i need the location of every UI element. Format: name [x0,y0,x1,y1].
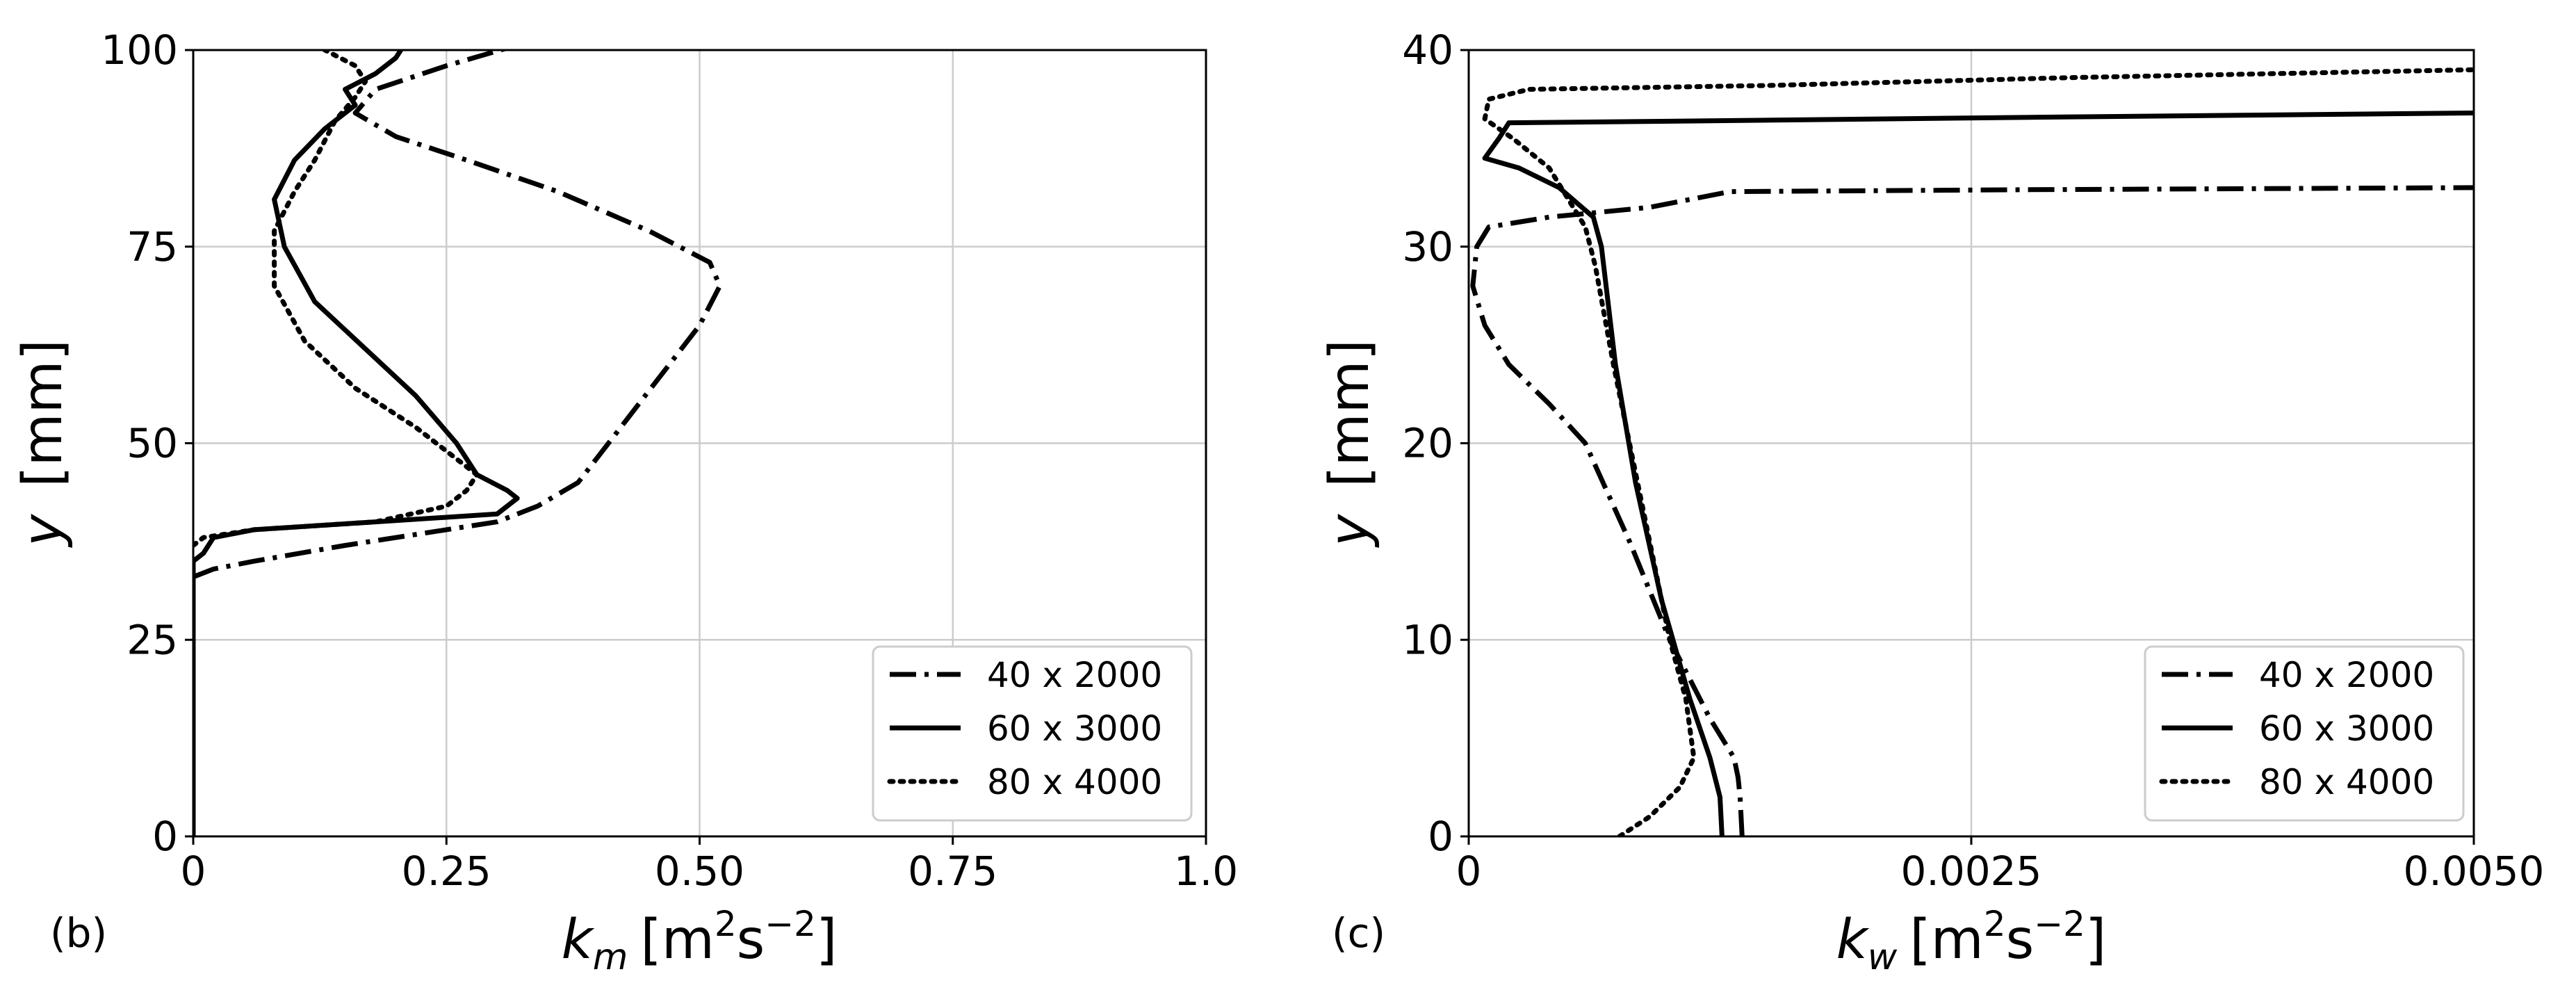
panel-c-xtick-label: 0.0025 [1901,848,2042,895]
panel-c-ytick-label: 0 [1428,813,1453,860]
panel-c-xtick-label: 0 [1456,848,1482,895]
panel-c-legend-label-1: 60 x 3000 [2259,708,2434,749]
panel-b-xticks: 0 0.25 0.50 0.75 1.0 [181,836,1238,895]
panel-c-xlabel: kw [m2s−2] [1836,904,2107,978]
panel-c-yticks: 0 10 20 30 40 [1402,26,1469,860]
panel-c-legend-label-2: 80 x 4000 [2259,762,2434,802]
panel-b-ylabel: y [mm] [12,339,74,548]
panel-b-legend: 40 x 2000 60 x 3000 80 x 4000 [872,645,1193,822]
panel-b-xtick-label: 0.75 [908,848,997,895]
panel-b-ytick-label: 50 [127,420,178,467]
panel-b: 0 0.25 0.50 0.75 1.0 0 25 50 75 100 y [mm] km [m2… [12,26,1238,978]
panel-c-series-line-1 [1482,111,2474,836]
panel-b-xtick-label: 0.25 [402,848,491,895]
panel-b-ytick-label: 0 [152,813,178,860]
panel-c-label: (c) [1332,909,1385,957]
panel-c-legend-box [2144,645,2465,822]
panel-b-xtick-label: 0.50 [655,848,744,895]
panel-c-legend-label-0: 40 x 2000 [2259,655,2434,695]
panel-b-xlabel: km [m2s−2] [562,904,838,978]
panel-b-series-line-0 [193,50,723,580]
panel-b-legend-label-1: 60 x 3000 [987,708,1162,749]
panel-b-xtick-label: 1.0 [1174,848,1238,895]
panel-b-label: (b) [50,909,107,957]
panel-c-ytick-label: 10 [1402,616,1453,663]
panel-c-series [1470,67,2474,836]
panel-c-ytick-label: 40 [1402,26,1453,74]
panel-b-series-line-1 [193,50,520,836]
panel-b-legend-box [872,645,1193,822]
panel-b-yticks: 0 25 50 75 100 [101,26,193,860]
panel-b-series-line-2 [193,50,480,548]
panel-b-ytick-label: 75 [127,223,178,270]
panel-c-ytick-label: 20 [1402,420,1453,467]
panel-b-ytick-label: 25 [127,616,178,663]
panel-b-legend-label-0: 40 x 2000 [987,655,1162,695]
panel-b-xtick-label: 0 [181,848,206,895]
panel-b-series [193,50,723,836]
panel-b-ytick-label: 100 [101,26,178,74]
panel-c-xticks: 0 0.0025 0.0050 [1456,836,2545,895]
panel-c: 0 0.0025 0.0050 0 10 20 30 40 y [mm] kw [m2s−2]… [1319,26,2544,978]
panel-c-series-line-2 [1482,67,2474,836]
panel-c-xtick-label: 0.0050 [2404,848,2545,895]
panel-c-series-line-0 [1470,185,2474,836]
panel-c-ytick-label: 30 [1402,223,1453,270]
panel-b-legend-label-2: 80 x 4000 [987,762,1162,802]
panel-c-legend: 40 x 2000 60 x 3000 80 x 4000 [2144,645,2465,822]
panel-c-ylabel: y [mm] [1319,339,1381,548]
